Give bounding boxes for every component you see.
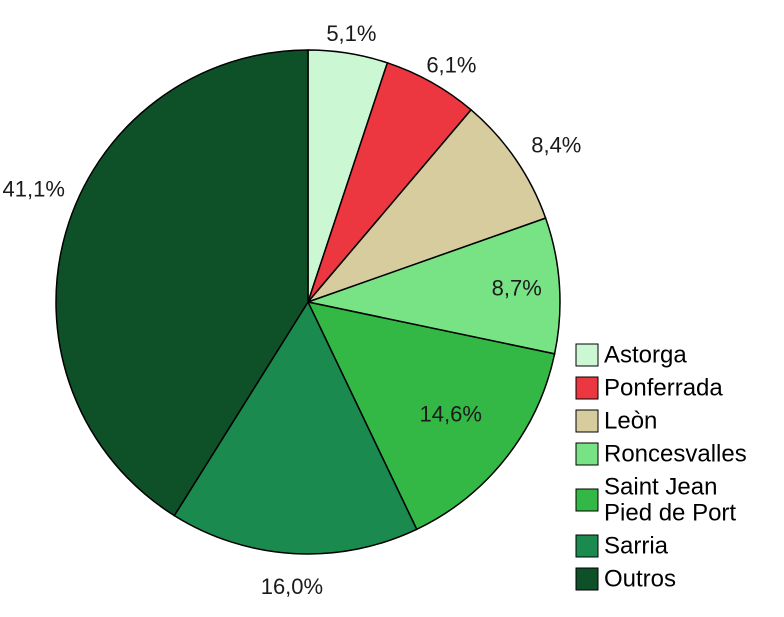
legend-swatch [575, 488, 599, 512]
slice-roncesvalles [305, 217, 561, 355]
slice-value-label: 16,0% [261, 574, 323, 599]
legend-item: Roncesvalles [575, 441, 747, 468]
legend-swatch [575, 442, 599, 466]
legend-item: Astorga [575, 342, 687, 369]
pie-slices [55, 49, 561, 555]
legend-item: Outros [575, 566, 676, 593]
slice-outros [55, 49, 309, 517]
legend: Astorga Ponferrada Leòn Roncesvalles Saint J… [575, 342, 747, 593]
legend-label: Astorga [604, 342, 687, 369]
legend-item: Ponferrada [575, 375, 723, 402]
legend-item: Leòn [575, 408, 657, 435]
legend-label: Outros [604, 566, 676, 593]
legend-label: Sarria [604, 533, 669, 560]
legend-label: Ponferrada [604, 375, 723, 402]
legend-swatch [575, 376, 599, 400]
slice-value-label: 6,1% [426, 52, 476, 77]
legend-swatch [575, 409, 599, 433]
legend-swatch [575, 534, 599, 558]
legend-swatch [575, 343, 599, 367]
slice-sarria [173, 300, 418, 555]
slice-labels: 5,1% 6,1% 8,4% 8,7% 14,6% 16,0% 41,1% [3, 21, 582, 599]
legend-item: Sarria [575, 533, 669, 560]
slice-value-label: 8,4% [531, 132, 581, 157]
legend-label: Saint Jean [604, 474, 717, 501]
legend-label: Pied de Port [604, 500, 736, 527]
slice-value-label: 8,7% [492, 276, 542, 301]
legend-label: Leòn [604, 408, 657, 435]
slice-value-label: 14,6% [420, 402, 482, 427]
slice-saint-jean-pied-de-port [306, 300, 556, 531]
legend-swatch [575, 567, 599, 591]
slice-value-label: 5,1% [326, 21, 376, 46]
slice-le-n [305, 108, 547, 304]
slice-value-label: 41,1% [3, 177, 65, 202]
legend-label: Roncesvalles [604, 441, 747, 468]
